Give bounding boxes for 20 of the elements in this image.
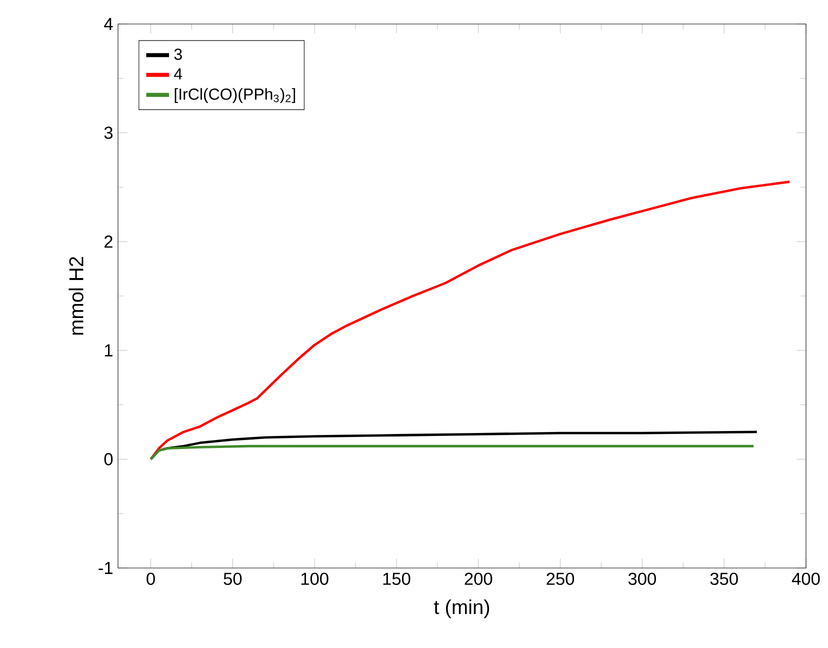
- x-tick-label: 300: [628, 572, 656, 585]
- x-tick-label: 150: [383, 572, 410, 585]
- y-tick-label: 4: [104, 18, 113, 30]
- x-tick-label: 50: [224, 572, 242, 585]
- y-tick-label: 1: [104, 344, 112, 356]
- legend-label: 4: [174, 68, 182, 80]
- x-axis-title: t (min): [434, 599, 490, 618]
- legend-label: [IrCl(CO)(PPh$_{3}$)$_{2}$]: [174, 88, 296, 104]
- y-tick-label: 3: [104, 126, 113, 139]
- x-tick-label: 250: [546, 572, 574, 585]
- y-tick-label: -1: [98, 562, 112, 574]
- x-tick-label: 200: [464, 572, 492, 585]
- legend-label: 3: [174, 48, 182, 60]
- y-tick-label: 2: [104, 236, 112, 248]
- y-axis-title: mmol H2: [68, 257, 84, 335]
- x-tick-label: 400: [792, 572, 820, 585]
- x-tick-label: 100: [301, 572, 328, 585]
- x-tick-label: 0: [146, 572, 155, 585]
- y-tick-label: 0: [104, 453, 113, 466]
- x-tick-label: 350: [710, 572, 738, 585]
